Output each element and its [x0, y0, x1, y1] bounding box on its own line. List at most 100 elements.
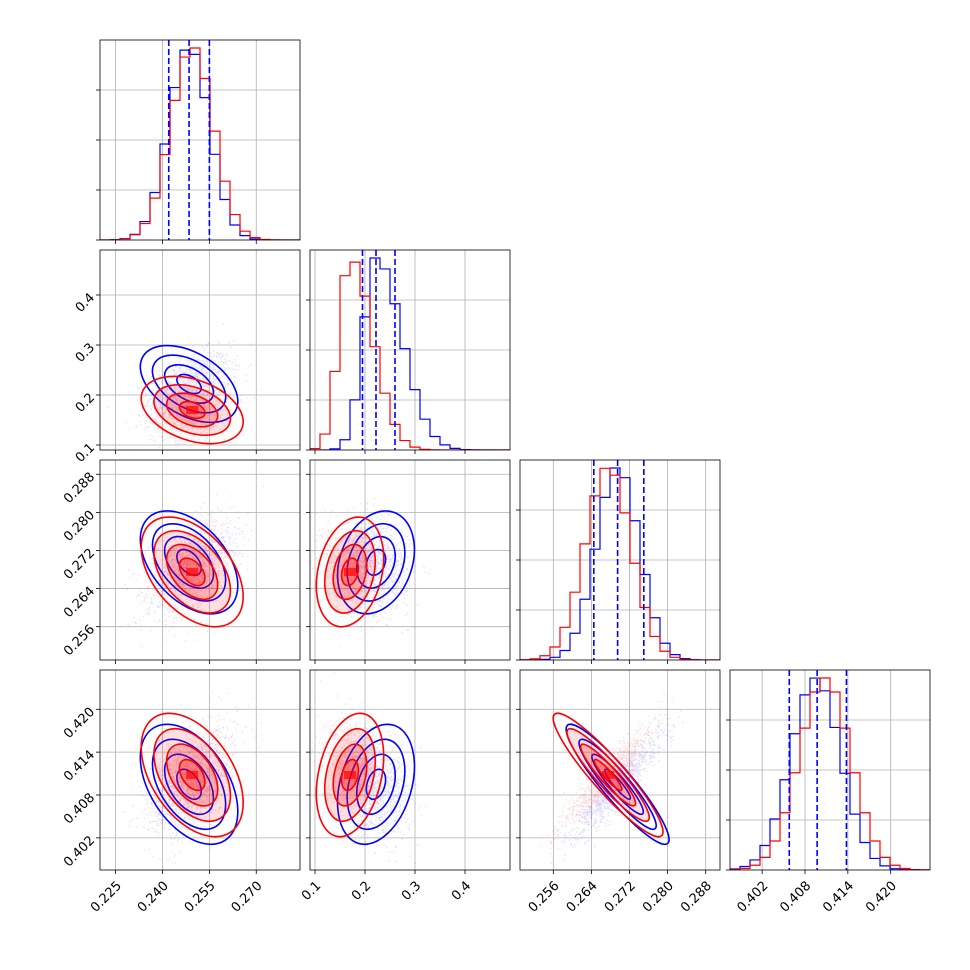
contour-blue	[139, 344, 239, 424]
y-tick-label: 0.414	[61, 748, 98, 785]
contour-blue	[346, 523, 406, 602]
y-tick-label: 0.408	[61, 790, 98, 827]
density-peak-red	[186, 406, 199, 414]
x-tick-label: 0.255	[182, 879, 219, 916]
panel-content	[310, 671, 427, 864]
panel-content	[100, 40, 300, 240]
scatter-red	[121, 495, 250, 649]
density-peak-red	[186, 567, 199, 576]
x-tick-label: 0.270	[229, 879, 266, 916]
y-tick-label: 0.264	[61, 584, 98, 621]
y-tick-label: 0.3	[73, 340, 98, 365]
contour-red	[552, 712, 664, 838]
contour-red	[315, 712, 385, 838]
density-peak-red	[602, 771, 615, 779]
panel-frame	[519, 669, 721, 871]
contour-blue	[139, 510, 239, 615]
contour-blue	[163, 364, 215, 405]
panel-frame	[309, 669, 511, 871]
panel-frame	[99, 249, 301, 451]
contour-red	[153, 727, 232, 823]
panel-3-0	[96, 669, 301, 874]
y-tick-label: 0.4	[73, 290, 98, 315]
panel-0-0	[96, 39, 301, 244]
panel-content	[539, 694, 684, 864]
contour-blue	[151, 738, 227, 831]
panel-content	[520, 460, 720, 660]
contour-red	[315, 516, 385, 628]
x-tick-label: 0.402	[734, 879, 771, 916]
contour-red	[178, 758, 206, 792]
contour-red	[165, 743, 219, 807]
contour-blue	[365, 548, 387, 577]
panel-content	[730, 670, 930, 870]
scatter-blue	[107, 323, 252, 445]
contour-red	[153, 529, 232, 614]
panel-background	[100, 670, 300, 870]
contour-red	[566, 727, 651, 823]
panel-content	[122, 691, 264, 864]
scatter-blue	[123, 485, 265, 626]
panel-3-3	[726, 669, 931, 874]
contour-blue	[163, 535, 215, 589]
contour-blue	[356, 753, 397, 816]
panel-3-1	[306, 669, 511, 874]
x-tick-label: 0.280	[640, 879, 677, 916]
panel-1-0	[96, 249, 301, 454]
density-peak-red	[344, 567, 356, 576]
y-tick-label: 0.280	[61, 508, 98, 545]
x-tick-label: 0.256	[526, 879, 563, 916]
panel-content	[310, 498, 430, 648]
density-peak-red	[344, 771, 356, 779]
contour-red	[332, 743, 368, 807]
panel-content	[121, 485, 265, 649]
contour-blue	[355, 535, 396, 589]
y-tick-label: 0.1	[73, 440, 98, 465]
y-tick-label: 0.2	[73, 390, 98, 415]
x-tick-label: 0.264	[564, 879, 601, 916]
x-tick-label: 0.240	[135, 879, 172, 916]
y-tick-label: 0.420	[61, 705, 98, 742]
contour-red	[178, 557, 206, 587]
panel-2-1	[306, 459, 511, 664]
contour-red	[140, 375, 244, 445]
panel-background	[100, 250, 300, 450]
panel-2-0	[96, 459, 301, 664]
x-tick-label: 0.272	[602, 879, 639, 916]
contour-red	[340, 557, 360, 587]
x-tick-label: 0.288	[678, 879, 715, 916]
contour-red	[140, 712, 244, 838]
contour-red	[324, 727, 376, 823]
contour-red	[579, 743, 637, 807]
x-tick-label: 0.420	[863, 879, 900, 916]
panel-frame	[99, 459, 301, 661]
histogram-red	[730, 677, 930, 870]
contour-blue	[591, 753, 645, 816]
x-tick-label: 0.1	[299, 879, 324, 904]
y-tick-label: 0.288	[61, 470, 98, 507]
contour-blue	[336, 510, 416, 615]
panel-frame	[99, 669, 301, 871]
contour-blue	[163, 753, 215, 816]
x-tick-label: 0.4	[449, 879, 474, 904]
contour-red	[178, 400, 206, 420]
x-tick-label: 0.414	[820, 879, 857, 916]
panel-frame	[309, 459, 511, 661]
contour-red	[593, 758, 623, 792]
contour-red	[140, 516, 244, 628]
contour-red	[323, 529, 376, 614]
panel-1-1	[306, 249, 511, 454]
contour-blue	[365, 768, 387, 801]
contour-blue	[151, 523, 227, 602]
scatter-blue	[318, 498, 430, 634]
contour-red	[165, 392, 219, 428]
contour-red	[340, 758, 360, 792]
x-tick-label: 0.3	[399, 879, 424, 904]
contour-blue	[176, 548, 203, 577]
contour-red	[332, 543, 368, 601]
panel-3-2	[516, 669, 721, 874]
scatter-blue	[324, 724, 427, 864]
contour-red	[165, 543, 219, 601]
x-tick-label: 0.2	[349, 879, 374, 904]
